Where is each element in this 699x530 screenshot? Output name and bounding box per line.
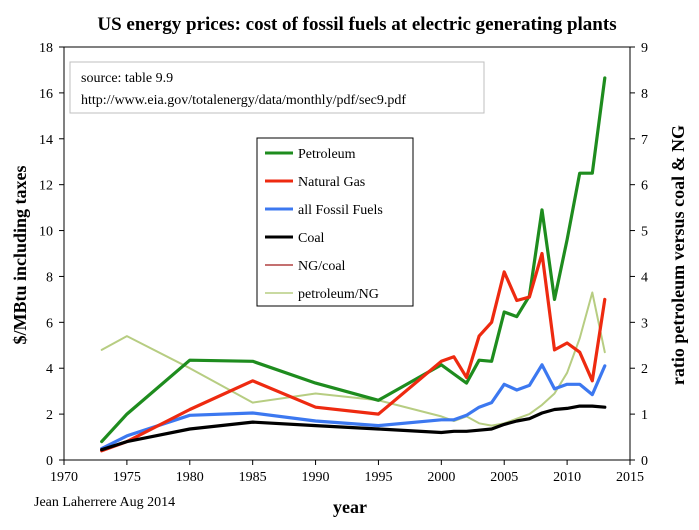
y-right-tick-label: 5: [641, 225, 648, 240]
y-left-tick-label: 2: [46, 408, 53, 423]
legend-entry-petroleum: Petroleum: [298, 147, 356, 162]
series-line-petroleum-ng: [100, 291, 606, 427]
x-tick-label: 1975: [113, 470, 141, 485]
legend-entry-ng-coal: NG/coal: [298, 259, 346, 274]
chart-title: US energy prices: cost of fossil fuels a…: [97, 14, 616, 35]
y-left-tick-label: 18: [39, 41, 53, 56]
legend-box: [256, 137, 414, 307]
source-note-line-2: http://www.eia.gov/totalenergy/data/mont…: [81, 93, 406, 108]
legend: Petroleum Natural Gas all Fossil Fuels Coal…: [256, 137, 414, 307]
y-axis-right-label: ratio petroleum versus coal & NG: [668, 125, 688, 385]
source-note: source: table 9.9 http://www.eia.gov/tot…: [69, 61, 485, 114]
y-left-tick-label: 0: [46, 454, 53, 469]
y-left-tick-label: 16: [39, 87, 53, 102]
x-tick-label: 2010: [553, 470, 581, 485]
y-left-tick-label: 12: [39, 179, 53, 194]
y-axis-left: 0 2 4 6 8 10 12 14 16 18: [39, 41, 64, 469]
legend-entry-all-fossil-fuels: all Fossil Fuels: [298, 203, 383, 218]
y-left-tick-label: 4: [46, 362, 53, 377]
x-axis-label: year: [333, 497, 367, 517]
series-line-natural-gas: [100, 251, 607, 453]
y-right-tick-label: 4: [641, 270, 648, 285]
y-right-tick-label: 9: [641, 41, 648, 56]
plot-frame: [63, 46, 631, 461]
source-note-box: [69, 61, 485, 114]
x-tick-label: 2015: [616, 470, 644, 485]
series-line-all-fossil-fuels: [100, 363, 607, 451]
series-line-coal: [100, 404, 607, 452]
y-left-tick-label: 8: [46, 270, 53, 285]
legend-entry-natural-gas: Natural Gas: [298, 175, 365, 190]
y-right-tick-label: 3: [641, 316, 648, 331]
legend-entry-petroleum-ng: petroleum/NG: [298, 287, 379, 302]
y-left-tick-label: 10: [39, 225, 53, 240]
series-line-petroleum: [100, 76, 607, 444]
y-right-tick-label: 6: [641, 179, 648, 194]
x-tick-label: 1970: [50, 470, 78, 485]
x-tick-label: 1985: [239, 470, 267, 485]
y-right-tick-label: 8: [641, 87, 648, 102]
x-tick-label: 2005: [490, 470, 518, 485]
x-axis: 1970 1975 1980 1985 1990 1995 2000 2005 2010 2015: [50, 460, 644, 485]
y-axis-right: 0 1 2 3 4 5 6 7 8 9: [630, 41, 648, 469]
author-note: Jean Laherrere Aug 2014: [34, 495, 175, 510]
y-axis-left-label: $/MBtu including taxes: [10, 165, 30, 344]
y-left-tick-label: 6: [46, 316, 53, 331]
y-right-tick-label: 0: [641, 454, 648, 469]
y-left-tick-label: 14: [39, 133, 53, 148]
series-layer: [100, 76, 607, 453]
plot-area: [63, 46, 631, 461]
y-right-tick-label: 1: [641, 408, 648, 423]
x-tick-label: 1995: [364, 470, 392, 485]
y-right-tick-label: 7: [641, 133, 648, 148]
y-right-tick-label: 2: [641, 362, 648, 377]
legend-entry-coal: Coal: [298, 231, 325, 246]
source-note-line-1: source: table 9.9: [81, 71, 173, 86]
x-tick-label: 1990: [302, 470, 330, 485]
x-tick-label: 2000: [427, 470, 455, 485]
x-tick-label: 1980: [176, 470, 204, 485]
